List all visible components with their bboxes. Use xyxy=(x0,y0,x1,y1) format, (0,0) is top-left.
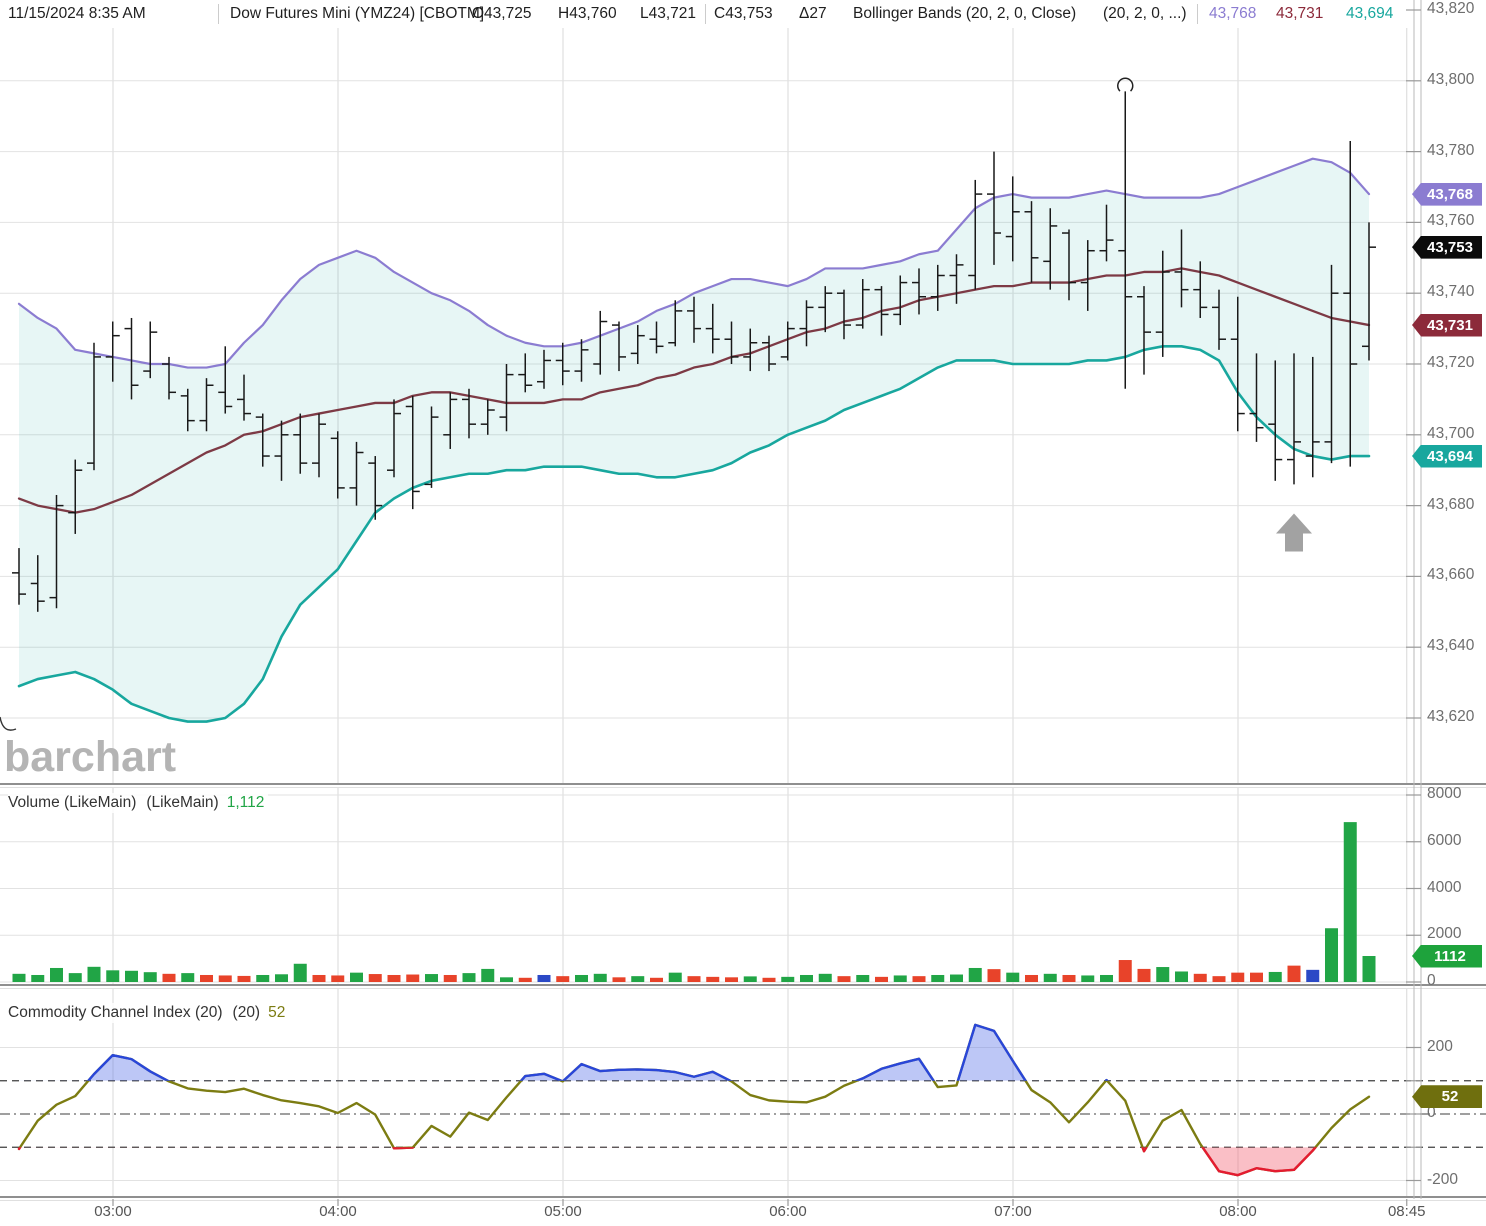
volume-bars xyxy=(12,822,1376,982)
cci-panel xyxy=(0,1080,1486,1148)
price-panel xyxy=(17,157,1371,723)
annotations xyxy=(0,77,1312,731)
gridlines xyxy=(0,28,1414,1196)
cci-oversold xyxy=(17,1147,1369,1177)
logo-mark-fragment xyxy=(0,716,17,731)
up-arrow-annotation xyxy=(1276,513,1312,552)
bollinger-fill xyxy=(19,158,1369,722)
open-circle-annotation xyxy=(1117,77,1134,92)
ohlc-bars xyxy=(12,91,1376,612)
cci-overbought xyxy=(19,1023,1369,1081)
